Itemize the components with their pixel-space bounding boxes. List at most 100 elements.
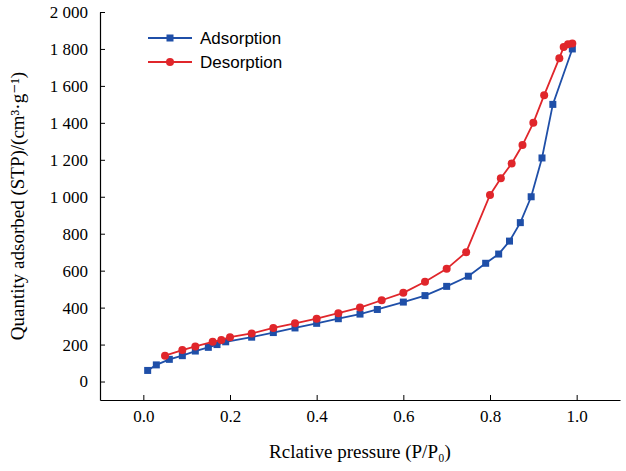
x-tick: 0.2: [220, 395, 241, 426]
x-axis-title: Rclative pressure (P/P₀): [269, 441, 451, 463]
x-tick-label: 0.4: [307, 407, 329, 426]
y-tick-mark: [100, 197, 105, 198]
data-point: [334, 309, 342, 317]
x-tick-label: 0.0: [133, 407, 154, 426]
data-point: [443, 265, 451, 273]
data-point: [422, 292, 429, 299]
data-point: [560, 43, 568, 51]
data-point: [495, 251, 502, 258]
data-point: [178, 346, 186, 354]
data-point: [517, 219, 524, 226]
data-point: [528, 193, 535, 200]
y-axis-line: [100, 13, 101, 401]
x-tick-mark: [403, 395, 404, 400]
y-tick-mark: [100, 123, 105, 124]
data-point: [506, 238, 513, 245]
x-axis-line: [101, 400, 621, 401]
x-axis: 0.0 0.2 0.4 0.6 0.8 1.0: [101, 395, 621, 426]
y-tick-mark: [100, 308, 105, 309]
y-tick: 0: [80, 372, 106, 391]
legend-label: Desorption: [200, 53, 282, 72]
y-tick-label: 1 800: [50, 40, 88, 59]
series-line: [148, 49, 573, 370]
y-tick-label: 1 000: [50, 188, 88, 207]
legend-marker: [166, 58, 174, 66]
y-tick-label: 200: [63, 336, 89, 355]
x-tick: 0.0: [133, 395, 154, 426]
legend-label: Adsorption: [200, 29, 281, 48]
data-point: [486, 191, 494, 199]
chart: 0.0 0.2 0.4 0.6 0.8 1.0 0 200 400 600 800 1 000 1 20…: [0, 0, 626, 471]
data-point: [356, 304, 364, 312]
x-tick: 0.6: [393, 395, 414, 426]
series-line: [165, 43, 572, 355]
y-tick-label: 800: [63, 225, 89, 244]
data-point: [374, 306, 381, 313]
data-point: [539, 154, 546, 161]
y-tick: 2 000: [50, 3, 105, 22]
data-point: [540, 91, 548, 99]
y-axis-title: Quantity adsorbed (STP)/(cm³·g⁻¹): [7, 72, 29, 340]
y-tick: 600: [63, 262, 106, 281]
y-tick: 200: [63, 336, 106, 355]
data-point: [144, 367, 151, 374]
data-point: [555, 54, 563, 62]
data-point: [482, 260, 489, 267]
x-tick-label: 0.6: [393, 407, 414, 426]
data-point: [217, 336, 225, 344]
y-tick-mark: [100, 12, 105, 13]
legend: Adsorption Desorption: [148, 29, 282, 72]
y-tick-mark: [100, 234, 105, 235]
data-point: [378, 296, 386, 304]
x-tick-label: 1.0: [567, 407, 588, 426]
x-tick: 0.4: [307, 395, 329, 426]
y-tick-mark: [100, 160, 105, 161]
x-tick-label: 0.2: [220, 407, 241, 426]
y-tick: 800: [63, 225, 106, 244]
x-tick: 0.8: [480, 395, 501, 426]
data-point: [462, 248, 470, 256]
plot-area: [144, 39, 576, 374]
data-point: [153, 361, 160, 368]
y-tick: 1 000: [50, 188, 105, 207]
legend-marker: [167, 35, 174, 42]
data-point: [226, 333, 234, 341]
x-tick-mark: [143, 395, 144, 400]
data-point: [421, 278, 429, 286]
y-tick-mark: [100, 382, 105, 383]
data-point: [400, 299, 407, 306]
data-point: [549, 101, 556, 108]
x-tick-mark: [577, 395, 578, 400]
y-axis: 0 200 400 600 800 1 000 1 200 1 400 1 600 1 800 2 …: [50, 3, 105, 401]
y-tick-mark: [100, 345, 105, 346]
x-tick: 1.0: [567, 395, 588, 426]
x-tick-mark: [230, 395, 231, 400]
data-point: [191, 342, 199, 350]
data-point: [508, 160, 516, 168]
y-tick-label: 1 200: [50, 151, 88, 170]
y-tick: 1 600: [50, 77, 105, 96]
data-point: [497, 174, 505, 182]
y-tick-mark: [100, 271, 105, 272]
y-tick: 1 400: [50, 114, 105, 133]
data-point: [161, 352, 169, 360]
data-point: [291, 319, 299, 327]
y-tick: 400: [63, 299, 106, 318]
x-tick-mark: [490, 395, 491, 400]
data-point: [529, 119, 537, 127]
data-point: [357, 311, 364, 318]
x-tick-mark: [317, 395, 318, 400]
data-point: [399, 289, 407, 297]
y-tick-label: 400: [63, 299, 89, 318]
y-tick: 1 800: [50, 40, 105, 59]
data-point: [209, 338, 217, 346]
y-tick-label: 600: [63, 262, 89, 281]
y-tick-mark: [100, 49, 105, 50]
data-point: [269, 324, 277, 332]
data-point: [248, 329, 256, 337]
y-tick-label: 0: [80, 372, 89, 391]
y-tick-mark: [100, 86, 105, 87]
data-point: [465, 273, 472, 280]
y-tick-label: 1 600: [50, 77, 88, 96]
x-tick-label: 0.8: [480, 407, 501, 426]
